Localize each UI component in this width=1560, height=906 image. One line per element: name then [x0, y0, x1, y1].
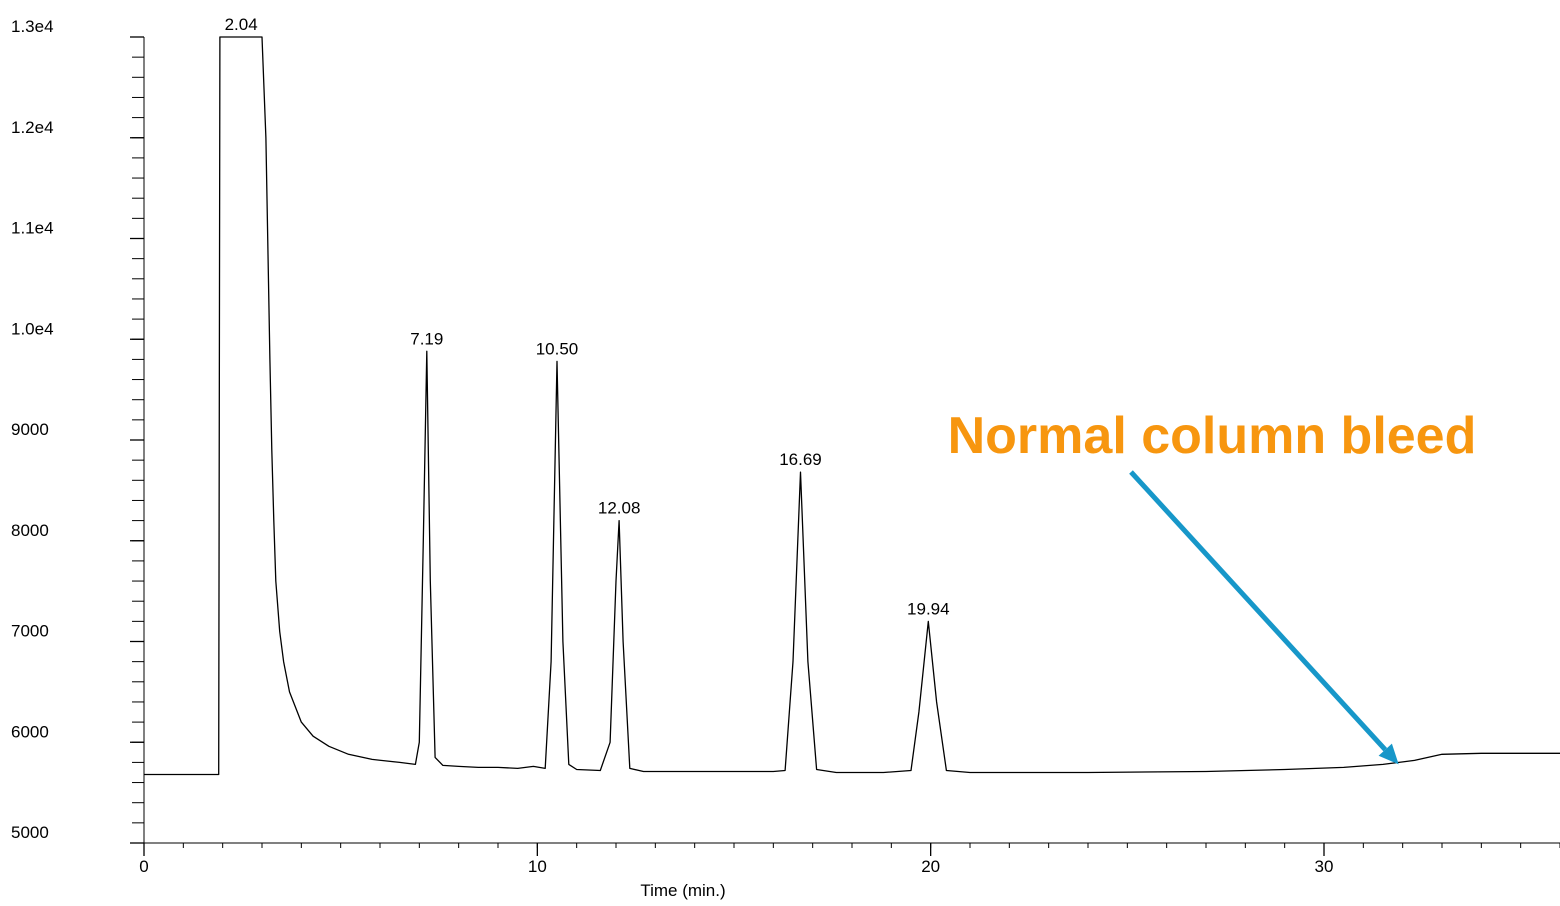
y-tick-label: 7000 [11, 622, 49, 641]
y-tick-label: 6000 [11, 722, 49, 741]
y-tick-label: 1.2e4 [11, 118, 54, 137]
y-tick-label: 9000 [11, 420, 49, 439]
y-tick-label: 1.3e4 [11, 17, 54, 36]
x-axis-title: Time (min.) [640, 881, 725, 900]
annotation-text: Normal column bleed [948, 407, 1477, 465]
x-tick-label: 20 [921, 857, 940, 876]
y-tick-label: 8000 [11, 521, 49, 540]
peak-label: 10.50 [536, 339, 579, 358]
annotation-arrow [1129, 470, 1388, 752]
y-tick-label: 1.1e4 [11, 219, 54, 238]
peak-label: 16.69 [779, 450, 822, 469]
y-tick-label: 1.0e4 [11, 319, 54, 338]
chromatogram-trace [144, 36, 1560, 776]
x-tick-label: 10 [528, 857, 547, 876]
annotation-arrow-head [1378, 743, 1399, 765]
peak-label: 12.08 [598, 499, 641, 518]
annotation-layer: Normal column bleed [948, 407, 1477, 765]
y-tick-label: 5000 [11, 823, 49, 842]
peak-label: 2.04 [225, 15, 258, 34]
peak-labels: 2.04 7.19 10.50 12.08 16.69 19.94 [225, 15, 950, 618]
axes: 5000 6000 7000 8000 9000 1.0e4 1.1e4 1.2e4 1.3e4… [11, 17, 1560, 876]
x-tick-label: 30 [1315, 857, 1334, 876]
x-tick-label: 0 [139, 857, 148, 876]
peak-label: 7.19 [410, 329, 443, 348]
trace-layer [144, 36, 1560, 776]
peak-label: 19.94 [907, 599, 950, 618]
